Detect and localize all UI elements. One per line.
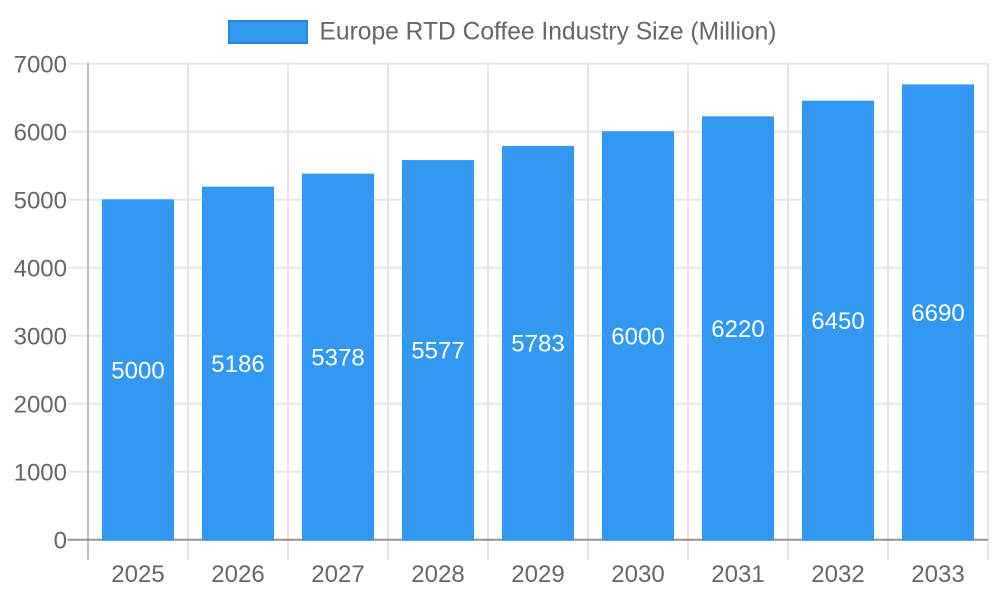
svg-text:3000: 3000 bbox=[14, 324, 67, 351]
svg-text:5783: 5783 bbox=[511, 331, 564, 358]
svg-text:5000: 5000 bbox=[14, 188, 67, 215]
svg-text:2028: 2028 bbox=[411, 561, 464, 588]
svg-text:4000: 4000 bbox=[14, 256, 67, 283]
svg-text:2031: 2031 bbox=[711, 561, 764, 588]
svg-text:6000: 6000 bbox=[14, 120, 67, 147]
svg-text:7000: 7000 bbox=[14, 52, 67, 79]
svg-text:2032: 2032 bbox=[811, 561, 864, 588]
svg-text:2026: 2026 bbox=[211, 561, 264, 588]
svg-text:2029: 2029 bbox=[511, 561, 564, 588]
svg-text:5186: 5186 bbox=[211, 351, 264, 378]
svg-text:5000: 5000 bbox=[111, 357, 164, 384]
svg-text:2030: 2030 bbox=[611, 561, 664, 588]
svg-text:6690: 6690 bbox=[911, 300, 964, 327]
svg-text:6450: 6450 bbox=[811, 308, 864, 335]
svg-text:6220: 6220 bbox=[711, 316, 764, 343]
svg-text:2033: 2033 bbox=[911, 561, 964, 588]
svg-text:0: 0 bbox=[54, 528, 67, 555]
svg-text:Europe RTD Coffee Industry Siz: Europe RTD Coffee Industry Size (Million… bbox=[320, 19, 777, 46]
svg-text:2025: 2025 bbox=[111, 561, 164, 588]
svg-text:5378: 5378 bbox=[311, 344, 364, 371]
svg-text:6000: 6000 bbox=[611, 323, 664, 350]
svg-text:5577: 5577 bbox=[411, 338, 464, 365]
svg-text:2027: 2027 bbox=[311, 561, 364, 588]
svg-text:2000: 2000 bbox=[14, 392, 67, 419]
svg-text:1000: 1000 bbox=[14, 460, 67, 487]
